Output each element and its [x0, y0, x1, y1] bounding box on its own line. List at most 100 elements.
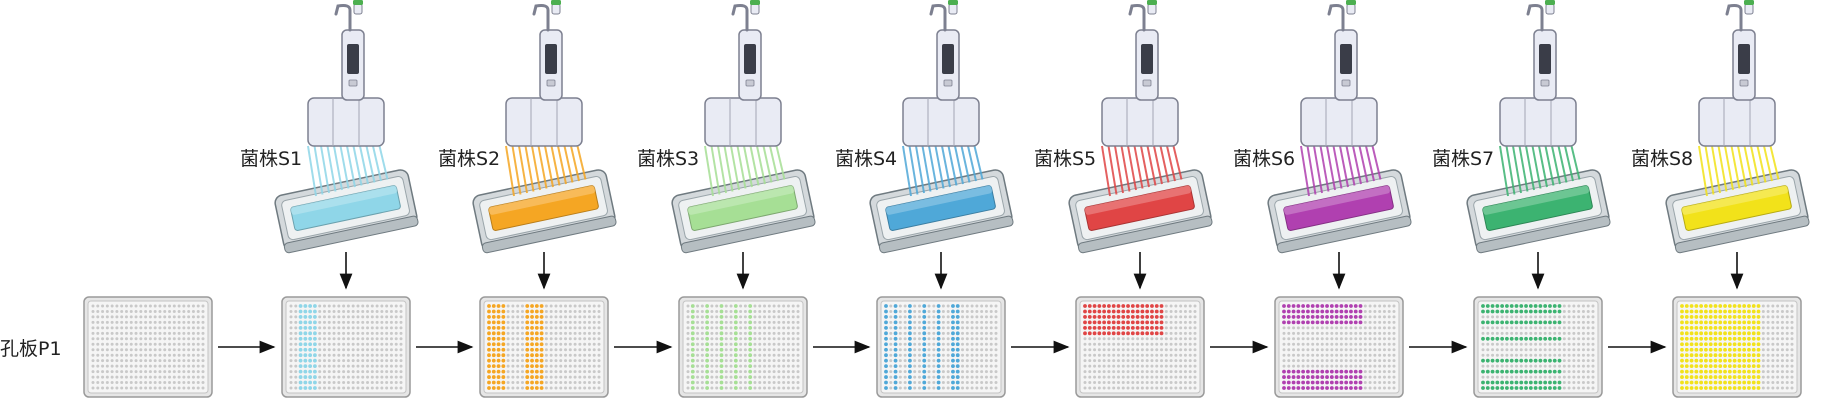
well-filled	[1329, 375, 1334, 379]
well-empty	[346, 353, 350, 357]
well-filled	[1694, 347, 1699, 352]
well-empty	[1519, 342, 1523, 346]
well-empty	[370, 381, 374, 385]
well-empty	[318, 304, 322, 308]
well-empty	[1577, 326, 1581, 330]
well-empty	[592, 315, 596, 319]
well-filled	[1680, 358, 1684, 363]
well-filled	[893, 369, 898, 374]
well-empty	[366, 370, 370, 374]
well-empty	[158, 381, 162, 385]
well-filled	[491, 353, 496, 358]
well-empty	[544, 381, 548, 385]
well-filled	[496, 369, 501, 374]
well-empty	[1780, 370, 1784, 374]
reservoir	[1267, 169, 1412, 254]
well-empty	[1524, 353, 1528, 357]
well-filled	[1092, 315, 1097, 319]
well-filled	[1500, 386, 1505, 390]
well-filled	[1747, 336, 1751, 341]
well-filled	[1349, 304, 1353, 308]
well-filled	[491, 369, 496, 374]
well-empty	[1567, 353, 1571, 357]
well-empty	[564, 386, 568, 390]
well-empty	[710, 381, 714, 385]
well-empty	[1510, 331, 1514, 335]
well-filled	[1751, 336, 1756, 341]
well-filled	[1296, 369, 1301, 374]
well-empty	[724, 326, 728, 330]
well-empty	[1330, 326, 1334, 330]
well-filled	[308, 315, 313, 319]
well-empty	[1392, 370, 1396, 374]
well-empty	[1296, 364, 1300, 368]
well-empty	[961, 359, 965, 363]
well-empty	[786, 386, 790, 390]
well-filled	[1708, 342, 1713, 347]
well-empty	[120, 375, 124, 379]
well-filled	[719, 325, 724, 330]
well-empty	[1121, 353, 1125, 357]
well-plate	[1473, 296, 1603, 398]
well-empty	[110, 331, 114, 335]
well-filled	[748, 320, 753, 325]
well-empty	[1510, 353, 1514, 357]
well-empty	[289, 370, 293, 374]
well-empty	[139, 348, 143, 352]
well-empty	[1140, 353, 1144, 357]
well-empty	[385, 386, 389, 390]
well-empty	[1131, 370, 1135, 374]
well-filled	[908, 353, 912, 358]
well-empty	[389, 315, 393, 319]
well-filled	[1514, 336, 1519, 341]
well-empty	[767, 386, 771, 390]
well-empty	[201, 337, 205, 341]
well-empty	[1790, 309, 1794, 313]
well-empty	[1093, 364, 1097, 368]
well-empty	[1586, 326, 1590, 330]
well-empty	[375, 309, 379, 313]
well-empty	[1097, 370, 1101, 374]
well-plate	[876, 296, 1006, 398]
well-filled	[1325, 375, 1329, 379]
well-filled	[1718, 309, 1723, 314]
well-empty	[1543, 331, 1547, 335]
well-filled	[922, 347, 927, 352]
well-empty	[1373, 337, 1377, 341]
well-empty	[1491, 353, 1495, 357]
well-empty	[739, 315, 743, 319]
well-empty	[1296, 359, 1300, 363]
well-filled	[690, 375, 695, 379]
well-filled	[1315, 369, 1320, 374]
well-empty	[1131, 348, 1135, 352]
well-empty	[568, 386, 572, 390]
well-empty	[1780, 309, 1784, 313]
well-filled	[1353, 386, 1358, 390]
well-empty	[327, 326, 331, 330]
well-empty	[772, 375, 776, 379]
well-filled	[1490, 304, 1495, 308]
well-empty	[1524, 331, 1528, 335]
well-empty	[366, 375, 370, 379]
well-filled	[1116, 320, 1121, 325]
well-empty	[559, 331, 563, 335]
well-empty	[1160, 353, 1164, 357]
well-empty	[158, 320, 162, 324]
pipette-plunger-cap	[1744, 0, 1754, 5]
well-empty	[1382, 381, 1386, 385]
well-empty	[327, 320, 331, 324]
well-empty	[1112, 370, 1116, 374]
well-filled	[525, 331, 530, 336]
well-empty	[583, 337, 587, 341]
well-empty	[592, 342, 596, 346]
well-empty	[163, 359, 167, 363]
well-empty	[1529, 353, 1533, 357]
well-filled	[1320, 386, 1325, 390]
well-filled	[1291, 375, 1296, 379]
well-empty	[1387, 331, 1391, 335]
well-empty	[201, 353, 205, 357]
well-filled	[922, 309, 927, 314]
well-empty	[322, 375, 326, 379]
well-empty	[1586, 320, 1590, 324]
well-empty	[385, 337, 389, 341]
